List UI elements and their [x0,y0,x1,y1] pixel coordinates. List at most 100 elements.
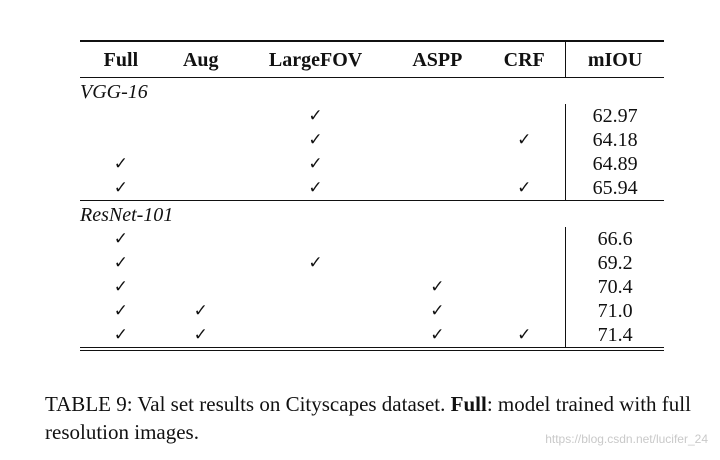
caption-label: TABLE 9: Val set results on Cityscapes d… [45,392,446,416]
cell-aspp: ✓ [391,299,483,323]
table-body: VGG-16 ✓ 62.97 ✓ ✓ 64.18 ✓ ✓ 64.89 ✓ ✓ ✓ 65.94 ResNet… [80,78,664,351]
cell-aspp: ✓ [391,323,484,351]
cell-largefov: ✓ [240,152,392,176]
check-mark-icon: ✓ [113,325,129,345]
cell-aspp [391,251,483,275]
group-label: VGG-16 [80,81,148,103]
group-header-row: VGG-16 [80,78,664,105]
cell-miou: 71.0 [565,299,664,323]
cell-miou: 69.2 [565,251,664,275]
cell-full [80,128,162,152]
check-mark-icon: ✓ [193,325,208,345]
cell-miou: 64.89 [565,152,664,176]
group-miou-empty [566,78,664,105]
check-mark-icon: ✓ [517,130,532,150]
cell-crf [483,227,565,251]
cell-aug: ✓ [161,323,240,351]
check-mark-icon: ✓ [308,178,323,198]
cell-full: ✓ [80,299,162,323]
cell-aug [162,152,240,176]
cell-aspp [391,152,483,176]
check-mark-icon: ✓ [113,154,129,174]
column-header-full: Full [103,48,139,71]
cell-aspp [391,176,483,201]
cell-crf [483,275,565,299]
cell-full: ✓ [80,275,162,299]
cell-aug [162,251,240,275]
cell-crf [483,299,565,323]
check-mark-icon: ✓ [113,301,129,321]
table-caption: TABLE 9: Val set results on Cityscapes d… [45,390,710,446]
cell-aspp [391,128,483,152]
check-mark-icon: ✓ [308,253,323,273]
cell-crf [483,251,565,275]
cell-aug [162,104,240,128]
check-mark-icon: ✓ [113,277,129,297]
cell-miou: 65.94 [565,176,664,201]
check-mark-icon: ✓ [308,130,323,150]
cell-miou: 70.4 [565,275,664,299]
table-row: ✓ ✓ 70.4 [80,275,664,299]
table-row: ✓ ✓ ✓ ✓ 71.4 [80,323,664,351]
cell-full: ✓ [80,152,162,176]
cell-aug: ✓ [162,299,240,323]
check-mark-icon: ✓ [308,154,323,174]
table-row: ✓ ✓ 69.2 [80,251,664,275]
cell-aug [162,128,240,152]
check-mark-icon: ✓ [517,178,532,198]
caption-bold-term: Full [450,392,487,416]
cell-crf: ✓ [483,176,565,201]
check-mark-icon: ✓ [430,325,445,345]
cell-aug [162,275,240,299]
check-mark-icon: ✓ [430,301,445,321]
cell-aug [162,176,240,201]
check-mark-icon: ✓ [193,301,208,321]
cell-full: ✓ [80,227,162,251]
cell-largefov: ✓ [240,128,392,152]
cell-miou: 66.6 [565,227,664,251]
group-header-row: ResNet-101 [80,200,664,227]
cell-crf [483,152,565,176]
cell-aug [162,227,240,251]
check-mark-icon: ✓ [430,277,445,297]
cell-largefov: ✓ [240,251,392,275]
table-row: ✓ 66.6 [80,227,664,251]
caption-rest: : model trained with full resolution ima… [45,392,691,444]
column-header-largefov: LargeFOV [268,48,363,71]
watermark: https://blog.csdn.net/lucifer_24 [545,432,708,446]
table-row: ✓ ✓ 64.89 [80,152,664,176]
check-mark-icon: ✓ [113,253,129,273]
table-row: ✓ 62.97 [80,104,664,128]
column-header-aspp: ASPP [412,48,463,71]
cell-largefov: ✓ [240,176,392,201]
cell-full [80,104,162,128]
cell-aspp: ✓ [391,275,483,299]
table-header-row: Full Aug LargeFOV ASPP CRF mIOU [80,41,664,78]
cell-full: ✓ [80,323,162,351]
cell-largefov [239,323,392,351]
cell-crf: ✓ [483,128,565,152]
cell-full: ✓ [80,176,162,201]
check-mark-icon: ✓ [113,229,129,249]
column-header-crf: CRF [503,48,545,71]
table-row: ✓ ✓ ✓ 65.94 [80,176,664,201]
cell-aspp [391,104,483,128]
table-row: ✓ ✓ ✓ 71.0 [80,299,664,323]
cell-aspp [391,227,483,251]
cell-largefov [240,299,392,323]
cell-crf: ✓ [483,323,566,351]
cell-crf [483,104,565,128]
group-miou-empty [565,200,664,227]
results-table: Full Aug LargeFOV ASPP CRF mIOU VGG-16 ✓ 6… [80,40,664,351]
table-row: ✓ ✓ 64.18 [80,128,664,152]
cell-miou: 62.97 [565,104,664,128]
check-mark-icon: ✓ [308,106,323,126]
group-label: ResNet-101 [80,200,566,227]
cell-largefov [240,275,392,299]
cell-largefov: ✓ [240,104,392,128]
cell-miou: 71.4 [565,323,664,351]
column-header-miou: mIOU [565,41,664,78]
column-header-aug: Aug [182,48,219,71]
check-mark-icon: ✓ [517,325,532,345]
check-mark-icon: ✓ [113,178,129,198]
